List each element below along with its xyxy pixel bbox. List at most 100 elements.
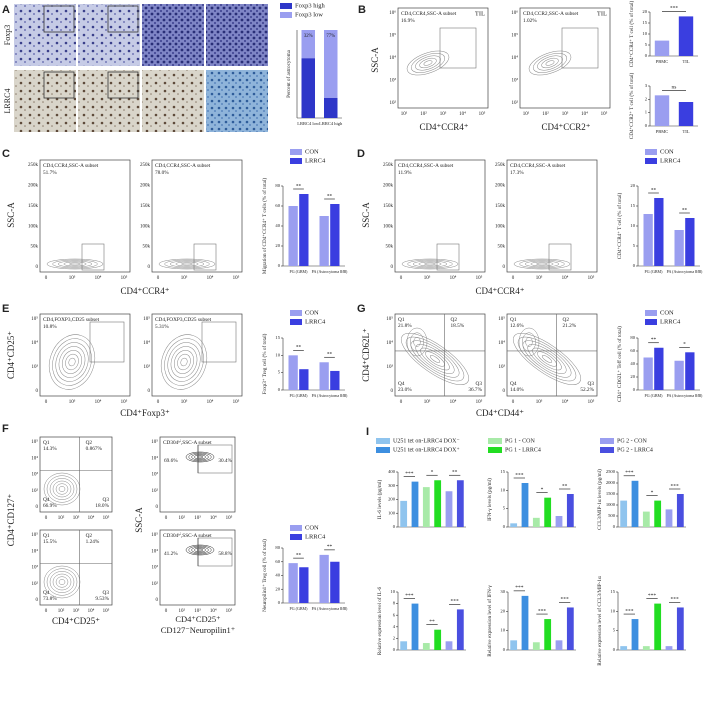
flow-plot (506, 159, 598, 273)
contour (188, 545, 212, 555)
quadrant-name: Q4 (398, 381, 405, 387)
x-tick-label: 10³ (69, 399, 76, 405)
x-tick-label: 10⁵ (233, 399, 240, 405)
bar (643, 357, 653, 390)
bar (674, 360, 684, 390)
y-tick-label: 2000 (606, 480, 616, 485)
significance-label: ** (562, 483, 568, 489)
contour (424, 262, 436, 266)
y-tick-label: 10² (390, 100, 397, 106)
contour (413, 337, 421, 347)
bar (642, 511, 650, 527)
contour (541, 355, 553, 363)
significance-label: *** (515, 585, 524, 591)
x-tick-label: 10³ (194, 515, 201, 521)
x-tick-label: 0 (512, 400, 515, 405)
x-tick-label: 0 (512, 276, 515, 281)
micrograph (78, 4, 140, 66)
micrograph (206, 4, 268, 66)
contour (170, 346, 198, 378)
gate-percent: 5.31% (155, 324, 169, 330)
significance-label: *** (670, 6, 679, 12)
contour (52, 480, 72, 498)
contour (158, 258, 216, 270)
y-tick-label: 1500 (606, 491, 616, 496)
bar-segment (301, 30, 315, 59)
x-axis-title: CD4⁺Foxp3⁺ (120, 408, 170, 418)
y-tick-label: 80 (275, 545, 280, 550)
x-tick-label: 10⁵ (121, 275, 128, 281)
y-tick-label: 150k (383, 204, 394, 209)
x-tick-label: 10² (58, 608, 65, 614)
x-tick-label: 10⁴ (88, 515, 95, 521)
quadrant-percent: 14.3% (43, 446, 57, 452)
y-tick-label: 10⁴ (389, 55, 396, 61)
panel-letter: D (357, 148, 365, 160)
x-tick-label: 0 (45, 276, 48, 281)
quadrant-percent: 66.9% (43, 503, 57, 509)
gate (436, 243, 460, 271)
y-tick-label: 10⁴ (151, 455, 158, 461)
y-tick-label: 0 (393, 524, 396, 529)
gate-percent: 16.9% (401, 18, 415, 24)
data-label: 77% (326, 34, 335, 39)
x-tick-label: 10³ (440, 111, 447, 117)
x-tick-label: 10³ (424, 399, 431, 405)
y-tick-label: 40 (275, 573, 280, 578)
x-tick-label: PA (Astrocytoma Ⅱ/Ⅲ) (312, 606, 348, 611)
y-tick-label: 0 (278, 600, 281, 605)
significance-label: * (683, 342, 686, 348)
x-axis-title: CD4⁺CCR4⁺ (419, 122, 468, 132)
contour (545, 60, 555, 66)
quadrant-percent: 36.7% (468, 387, 482, 393)
bar (685, 218, 695, 266)
y-tick-label: 10⁴ (151, 548, 158, 554)
contour (415, 55, 441, 71)
quadrant-name: Q3 (588, 381, 595, 387)
x-tick-label: 10⁵ (476, 275, 483, 281)
y-axis-title: CD4⁺CD127⁺ (6, 494, 16, 547)
flow-plot (151, 313, 243, 397)
x-tick-label: 10⁴ (450, 275, 457, 281)
x-tick-label: 10⁴ (88, 608, 95, 614)
y-tick-label: 20 (500, 608, 505, 613)
quadrant-name: Q3 (103, 590, 110, 596)
bar (319, 554, 329, 603)
micrograph (14, 4, 76, 66)
significance-label: *** (405, 593, 414, 599)
gate-percent: 11.9% (398, 170, 412, 176)
micrograph (142, 4, 204, 66)
x-tick-label: 10⁴ (459, 111, 466, 117)
y-tick-label: 10⁵ (498, 316, 505, 322)
gate-percent: 10.8% (43, 324, 57, 330)
contour (407, 259, 453, 269)
y-tick-label: 250k (383, 163, 394, 168)
bar (665, 509, 673, 527)
contour (63, 261, 87, 267)
contour (58, 346, 86, 378)
panel-letter: B (358, 4, 366, 16)
bar (544, 497, 552, 527)
bar (678, 102, 694, 126)
y-tick-label: 10² (152, 581, 159, 587)
significance-label: ** (327, 544, 333, 550)
contour (177, 353, 191, 371)
y-axis-title: Relative expression level of IL-6 (376, 586, 383, 655)
x-tick-label: PG (GBM) (290, 269, 309, 274)
legend-label: CON (660, 148, 674, 155)
significance-label: *** (561, 597, 570, 603)
contour (196, 548, 204, 552)
significance-label: *** (648, 593, 657, 599)
contour (527, 344, 567, 374)
contour (415, 344, 455, 374)
x-tick-label: 10⁴ (210, 608, 217, 614)
y-axis-title: SSC-A (370, 47, 380, 73)
legend-label: U251 tet on-LRRC4 DOX⁻ (393, 438, 460, 444)
y-tick-label: 30 (500, 589, 505, 594)
y-axis-title: CD4⁺CCR4⁺ T cell (% of total) (616, 192, 623, 259)
x-tick-label: 10⁵ (233, 275, 240, 281)
x-axis-title: CD4⁺CCR2⁺ (541, 122, 590, 132)
quadrant-name: Q2 (86, 440, 93, 446)
bar (510, 640, 518, 650)
y-tick-label: 10 (630, 223, 635, 228)
